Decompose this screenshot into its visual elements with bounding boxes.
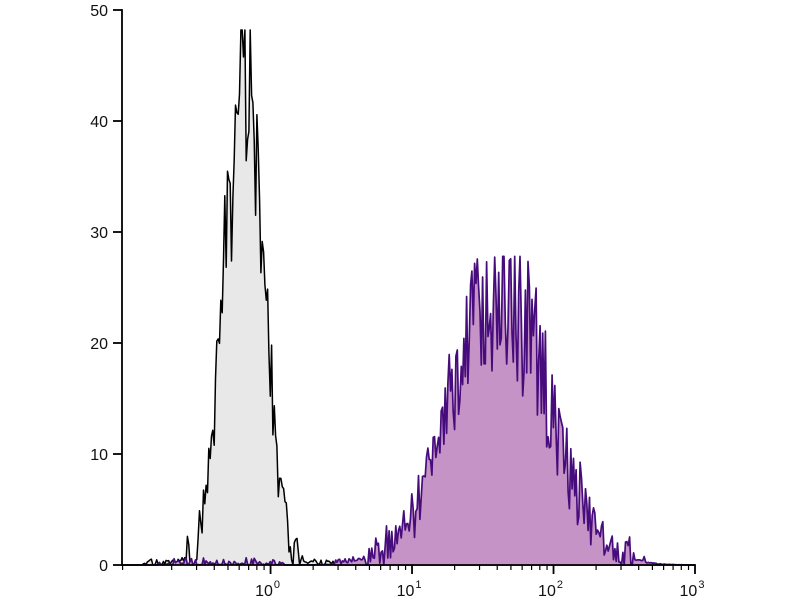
x-tick-label: 100 — [255, 579, 280, 600]
x-tick-label: 103 — [680, 579, 705, 600]
y-tick-label: 10 — [90, 447, 108, 464]
y-tick-label: 30 — [90, 225, 108, 242]
series-unstained-control-fill — [122, 30, 695, 565]
y-tick-label: 20 — [90, 336, 108, 353]
y-tick-label: 0 — [99, 558, 108, 575]
x-tick-label: 101 — [397, 579, 422, 600]
y-tick-label: 50 — [90, 3, 108, 20]
series-stained-sample-outline — [122, 255, 695, 566]
x-tick-label: 102 — [538, 579, 563, 600]
series-unstained-control-outline — [122, 29, 695, 566]
series-stained-sample-fill — [122, 256, 695, 565]
y-tick-label: 40 — [90, 114, 108, 131]
